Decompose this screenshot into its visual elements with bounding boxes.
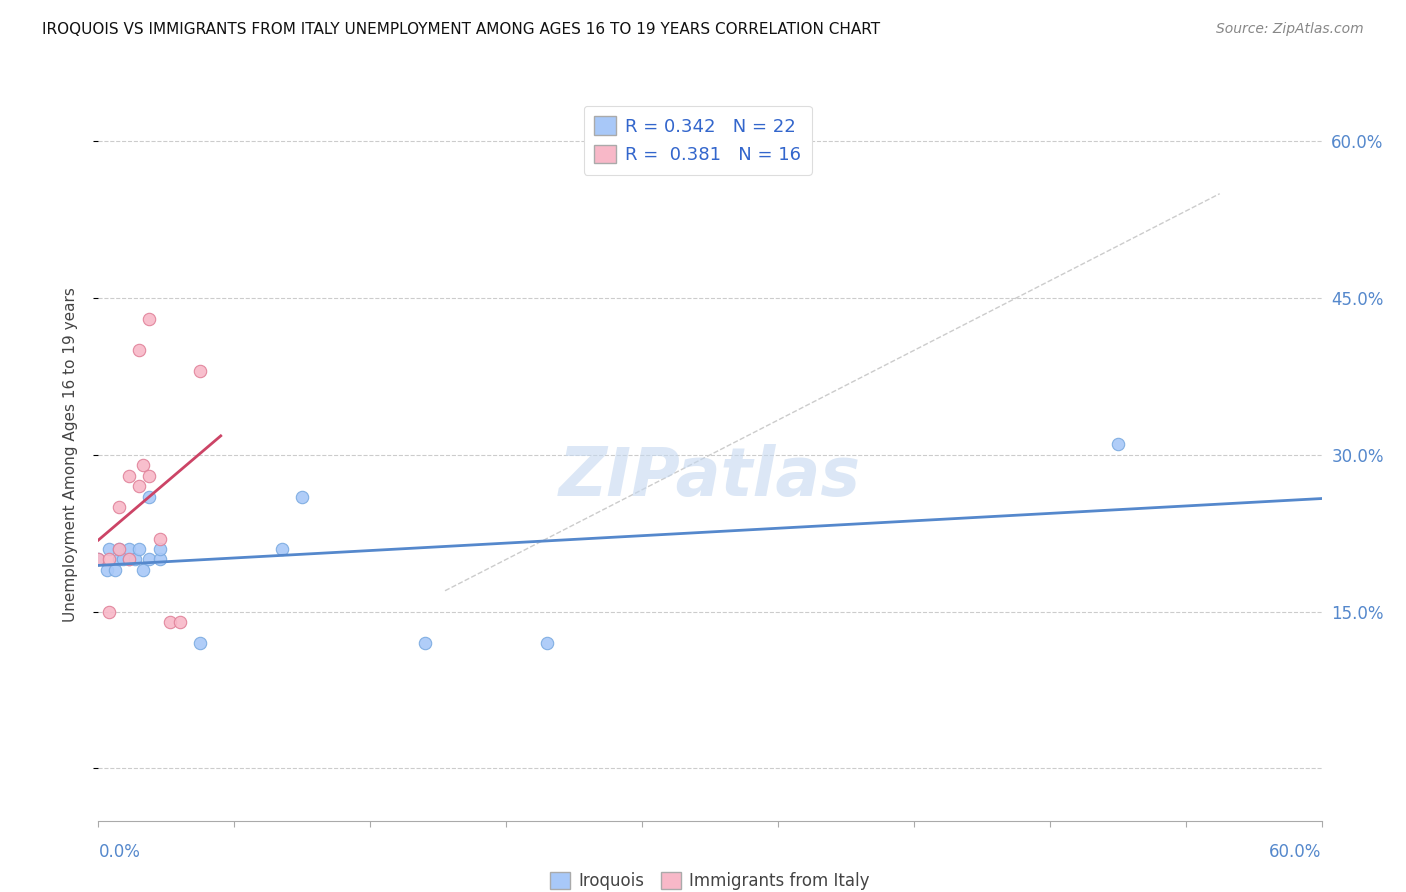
Point	[149, 541, 172, 556]
Point	[149, 552, 172, 566]
Text: Source: ZipAtlas.com: Source: ZipAtlas.com	[1216, 22, 1364, 37]
Point	[87, 552, 110, 566]
Y-axis label: Unemployment Among Ages 16 to 19 years: Unemployment Among Ages 16 to 19 years	[63, 287, 77, 623]
Point	[97, 552, 120, 566]
Point	[132, 563, 155, 577]
Point	[270, 541, 294, 556]
Point	[108, 500, 131, 515]
Point	[138, 468, 160, 483]
Point	[118, 552, 141, 566]
Point	[104, 563, 127, 577]
Text: ZIPatlas: ZIPatlas	[560, 444, 860, 510]
Point	[108, 552, 131, 566]
Point	[96, 563, 118, 577]
Point	[108, 541, 131, 556]
Point	[188, 364, 212, 378]
Point	[536, 636, 558, 650]
Text: 0.0%: 0.0%	[98, 843, 141, 861]
Point	[128, 479, 150, 493]
Point	[128, 343, 150, 358]
Point	[118, 541, 141, 556]
Point	[97, 605, 120, 619]
Point	[97, 541, 120, 556]
Point	[1107, 437, 1129, 451]
Point	[118, 552, 141, 566]
Point	[138, 552, 160, 566]
Point	[87, 552, 110, 566]
Point	[132, 458, 155, 473]
Text: IROQUOIS VS IMMIGRANTS FROM ITALY UNEMPLOYMENT AMONG AGES 16 TO 19 YEARS CORRELA: IROQUOIS VS IMMIGRANTS FROM ITALY UNEMPL…	[42, 22, 880, 37]
Point	[291, 490, 314, 504]
Text: 60.0%: 60.0%	[1270, 843, 1322, 861]
Point	[118, 468, 141, 483]
Point	[128, 541, 150, 556]
Point	[149, 532, 172, 546]
Point	[124, 552, 146, 566]
Point	[138, 312, 160, 326]
Point	[138, 490, 160, 504]
Legend: Iroquois, Immigrants from Italy: Iroquois, Immigrants from Italy	[544, 865, 876, 892]
Point	[159, 615, 181, 629]
Point	[108, 541, 131, 556]
Point	[169, 615, 191, 629]
Point	[188, 636, 212, 650]
Point	[111, 552, 134, 566]
Point	[413, 636, 436, 650]
